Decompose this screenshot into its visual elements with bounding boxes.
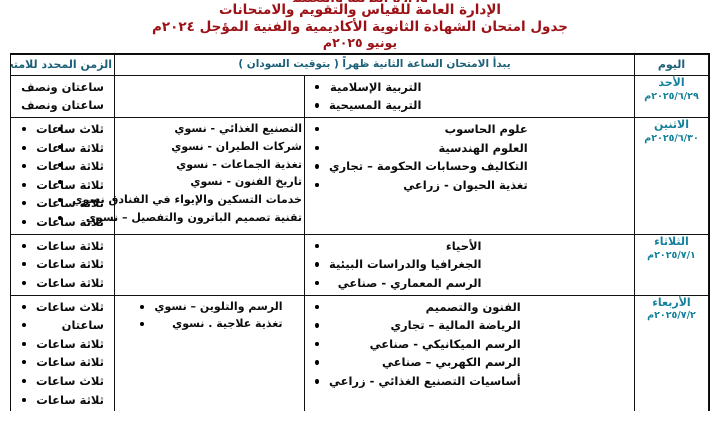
duration-cell: ثلاث ساعات ثلاثة ساعات ثلاثة ساعات ثلاثة سا… bbox=[11, 116, 115, 235]
duration-item: ثلاثة ساعات bbox=[20, 274, 104, 293]
table-row: الاثنين ٢٠٢٥/٦/٣٠م علوم الحاسوب العلوم الهن… bbox=[11, 116, 709, 235]
duration-cell: ثلاث ساعات ساعتان ثلاثة ساعات ثلاثة ساعات ثل… bbox=[11, 294, 115, 411]
technical-subjects-cell: الرسم والتلوين – نسوي تغذية علاجية . نسوي bbox=[113, 294, 306, 411]
technical-subject-list bbox=[206, 246, 212, 250]
column-header-time: الزمن المحدد للامتحان bbox=[11, 53, 115, 76]
academic-subject-item: التربية المسيحية bbox=[313, 96, 421, 115]
duration-cell: ساعتان ونصف ساعتان ونصف bbox=[11, 74, 115, 118]
duration-item: ثلاثة ساعات bbox=[20, 194, 104, 213]
duration-item: ثلاثة ساعات bbox=[20, 353, 104, 372]
duration-item: ثلاثة ساعات bbox=[20, 139, 104, 158]
duration-item: ثلاثة ساعات bbox=[20, 157, 104, 176]
academic-subjects-cell: الفنون والتصميم الرياضة المالية – تجاري ال… bbox=[304, 294, 635, 411]
academic-subject-item: الرسم الكهربي – صناعي bbox=[313, 353, 521, 372]
header-line-title: جدول امتحان الشهادة الثانوية الأكاديمية … bbox=[152, 18, 568, 35]
academic-subjects-cell: التربية الإسلامية التربية المسيحية bbox=[304, 74, 635, 118]
day-name: الأربعاء bbox=[652, 295, 691, 309]
day-name: الثلاثاء bbox=[654, 234, 689, 248]
day-name: الأحد bbox=[658, 75, 685, 89]
duration-item: ثلاث ساعات bbox=[20, 120, 104, 139]
academic-subject-item: علوم الحاسوب bbox=[313, 120, 528, 139]
duration-item: ثلاثة ساعات bbox=[20, 237, 104, 256]
column-header-subjects-label: يبدأ الامتحان الساعة الثانية ظهراً ( بتو… bbox=[238, 57, 511, 70]
day-cell: الثلاثاء ٢٠٢٥/٧/١م bbox=[634, 233, 709, 296]
duration-item: ساعتان ونصف bbox=[11, 78, 104, 97]
duration-item: ثلاثة ساعات bbox=[20, 335, 104, 354]
day-name: الاثنين bbox=[654, 117, 689, 131]
column-header-time-label: الزمن المحدد للامتحان bbox=[11, 57, 112, 71]
duration-list: ثلاث ساعات ساعتان ثلاثة ساعات ثلاثة ساعات ثل… bbox=[16, 296, 114, 411]
schedule-table-container: اليوم يبدأ الامتحان الساعة الثانية ظهراً… bbox=[10, 52, 710, 411]
academic-subject-item: التكاليف وحسابات الحكومة – تجاري bbox=[313, 157, 528, 176]
technical-subject-list: التصنيع الغذائي - نسوي شركات الطيران - نس… bbox=[52, 118, 304, 229]
academic-subject-item: الأحياء bbox=[313, 237, 482, 256]
academic-subject-list: الفنون والتصميم الرياضة المالية – تجاري ال… bbox=[305, 296, 527, 393]
day-cell: الاثنين ٢٠٢٥/٦/٣٠م bbox=[634, 116, 709, 235]
header-line-ministry: وزارة التربية والتعليم bbox=[0, 0, 720, 2]
table-body: الأحد ٢٠٢٥/٦/٢٩م التربية الإسلامية التربية … bbox=[11, 74, 709, 411]
technical-subject-item: تغذية الجماعات - نسوي bbox=[56, 156, 302, 174]
academic-subject-item: العلوم الهندسية bbox=[313, 139, 528, 158]
duration-item: ثلاث ساعات bbox=[20, 372, 104, 391]
academic-subject-item: الرياضة المالية – تجاري bbox=[313, 316, 521, 335]
duration-item: ثلاثة ساعات bbox=[20, 176, 104, 195]
technical-subjects-cell: التصنيع الغذائي - نسوي شركات الطيران - نس… bbox=[58, 116, 306, 235]
academic-subject-item: الفنون والتصميم bbox=[313, 298, 521, 317]
duration-cell: ثلاثة ساعات ثلاثة ساعات ثلاثة ساعات bbox=[11, 233, 115, 296]
technical-subject-list: الرسم والتلوين – نسوي تغذية علاجية . نسوي bbox=[134, 296, 284, 336]
academic-subject-list: الأحياء الجغرافيا والدراسات البيئية الرسم … bbox=[305, 235, 488, 295]
day-date: ٢٠٢٥/٦/٢٩م bbox=[644, 90, 699, 102]
header-line-month: يونيو ٢٠٢٥م bbox=[322, 35, 398, 51]
academic-subjects-cell: علوم الحاسوب العلوم الهندسية التكاليف وحسا… bbox=[304, 116, 635, 235]
academic-subject-item: الجغرافيا والدراسات البيئية bbox=[313, 255, 482, 274]
technical-subject-item: تاريخ الفنون - نسوي bbox=[56, 173, 302, 191]
column-header-subjects: يبدأ الامتحان الساعة الثانية ظهراً ( بتو… bbox=[113, 53, 636, 76]
technical-subject-item: التصنيع الغذائي - نسوي bbox=[56, 120, 302, 138]
technical-subjects-cell bbox=[113, 233, 306, 296]
academic-subject-item: تغذية الحيوان - زراعي bbox=[313, 176, 528, 195]
day-date: ٢٠٢٥/٧/٢م bbox=[647, 310, 696, 322]
duration-item: ساعتان ونصف bbox=[11, 96, 104, 115]
duration-item: ثلاث ساعات bbox=[20, 298, 104, 317]
day-cell: الأربعاء ٢٠٢٥/٧/٢م bbox=[634, 294, 709, 411]
header-line-department: الإدارة العامة للقياس والتقويم والامتحان… bbox=[218, 2, 502, 18]
technical-subject-item: تقنية تصميم الباترون والتفصيل – نسوي bbox=[56, 209, 302, 227]
academic-subject-list: التربية الإسلامية التربية المسيحية bbox=[305, 76, 427, 117]
table-row: الثلاثاء ٢٠٢٥/٧/١م الأحياء الجغرافيا والدرا… bbox=[11, 233, 709, 296]
technical-subject-item: الرسم والتلوين – نسوي bbox=[138, 298, 283, 316]
duration-item: ساعتان bbox=[20, 316, 104, 335]
technical-subject-item: تغذية علاجية . نسوي bbox=[138, 315, 283, 333]
column-header-day: اليوم bbox=[634, 53, 709, 76]
technical-subjects-cell bbox=[113, 74, 306, 118]
table-row: الأربعاء ٢٠٢٥/٧/٢م الفنون والتصميم الرياضة … bbox=[11, 294, 709, 411]
duration-list: ثلاث ساعات ثلاثة ساعات ثلاثة ساعات ثلاثة سا… bbox=[16, 118, 114, 234]
table-header-row: اليوم يبدأ الامتحان الساعة الثانية ظهراً… bbox=[11, 53, 709, 76]
day-date: ٢٠٢٥/٧/١م bbox=[647, 249, 696, 261]
academic-subject-item: التربية الإسلامية bbox=[313, 78, 421, 97]
document-header: وزارة التربية والتعليم الإدارة العامة لل… bbox=[0, 0, 720, 50]
table-head: اليوم يبدأ الامتحان الساعة الثانية ظهراً… bbox=[11, 53, 709, 76]
duration-item: ثلاثة ساعات bbox=[20, 255, 104, 274]
academic-subject-item: الرسم الميكانيكي - صناعي bbox=[313, 335, 521, 354]
academic-subject-item: أساسيات التصنيع الغذائي - زراعي bbox=[313, 372, 521, 391]
table-row: الأحد ٢٠٢٥/٦/٢٩م التربية الإسلامية التربية … bbox=[11, 74, 709, 118]
technical-subject-item: خدمات التسكين والإيواء في الفنادق نسوي bbox=[56, 191, 302, 209]
day-cell: الأحد ٢٠٢٥/٦/٢٩م bbox=[634, 74, 709, 118]
schedule-table: اليوم يبدأ الامتحان الساعة الثانية ظهراً… bbox=[11, 53, 709, 411]
technical-subject-list bbox=[206, 87, 212, 91]
technical-subject-item: شركات الطيران - نسوي bbox=[56, 138, 302, 156]
academic-subject-item: الرسم المعماري - صناعي bbox=[313, 274, 482, 293]
academic-subjects-cell: الأحياء الجغرافيا والدراسات البيئية الرسم … bbox=[304, 233, 635, 296]
duration-item: ثلاثة ساعات bbox=[20, 391, 104, 410]
duration-list: ثلاثة ساعات ثلاثة ساعات ثلاثة ساعات bbox=[16, 235, 114, 295]
duration-item: ثلاثة ساعات bbox=[20, 213, 104, 232]
column-header-day-label: اليوم bbox=[657, 57, 686, 71]
academic-subject-list: علوم الحاسوب العلوم الهندسية التكاليف وحسا… bbox=[305, 118, 534, 197]
duration-list: ساعتان ونصف ساعتان ونصف bbox=[11, 76, 114, 117]
day-date: ٢٠٢٥/٦/٣٠م bbox=[644, 132, 699, 144]
